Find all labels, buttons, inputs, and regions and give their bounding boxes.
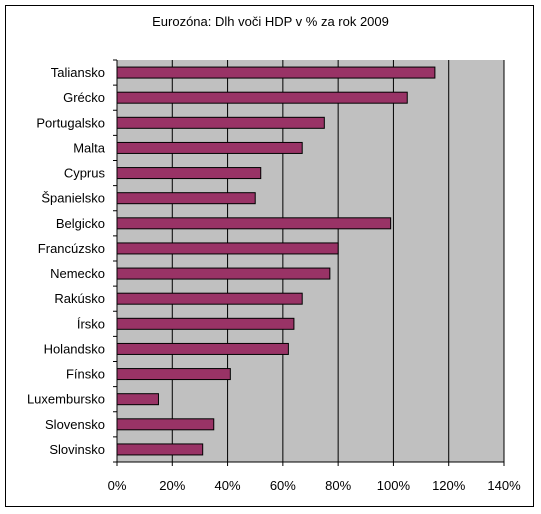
bar-rakúsko bbox=[116, 292, 303, 305]
chart-title: Eurozóna: Dlh voči HDP v % za rok 2009 bbox=[152, 14, 389, 29]
category-label: Cyprus bbox=[64, 166, 106, 181]
bar-cyprus bbox=[116, 167, 262, 180]
x-tick-label: 0% bbox=[108, 478, 127, 493]
bars bbox=[116, 66, 436, 456]
category-label: Taliansko bbox=[51, 65, 105, 80]
category-label: Holandsko bbox=[44, 341, 105, 356]
category-label: Slovinsko bbox=[49, 442, 105, 457]
bar-portugalsko bbox=[116, 116, 325, 129]
category-label: Belgicko bbox=[56, 216, 105, 231]
bar-španielsko bbox=[116, 192, 256, 205]
category-label: Írsko bbox=[77, 316, 105, 331]
bar-luxembursko bbox=[116, 393, 159, 406]
axes bbox=[113, 59, 505, 466]
category-label: Rakúsko bbox=[54, 291, 105, 306]
bar-francúzsko bbox=[116, 242, 339, 255]
bar-taliansko bbox=[116, 66, 436, 79]
category-labels: Taliansko Grécko Portugalsko Malta Cyprus Špa… bbox=[27, 65, 106, 457]
category-label: Fínsko bbox=[66, 367, 105, 382]
x-tick-label: 20% bbox=[159, 478, 185, 493]
category-label: Nemecko bbox=[50, 266, 105, 281]
x-tick-label: 120% bbox=[432, 478, 466, 493]
x-tick-label: 40% bbox=[215, 478, 241, 493]
category-label: Malta bbox=[73, 140, 106, 155]
x-tick-label: 140% bbox=[487, 478, 521, 493]
bar-slovensko bbox=[116, 418, 215, 431]
category-label: Portugalsko bbox=[36, 115, 105, 130]
x-tick-labels: 0% 20% 40% 60% 80% 100% 120% 140% bbox=[108, 478, 521, 493]
category-label: Slovensko bbox=[45, 417, 105, 432]
bar-malta bbox=[116, 141, 303, 154]
bar-fínsko bbox=[116, 368, 231, 381]
category-label: Španielsko bbox=[41, 191, 105, 206]
bar-nemecko bbox=[116, 267, 331, 280]
bar-írsko bbox=[116, 317, 295, 330]
category-label: Francúzsko bbox=[38, 241, 105, 256]
bar-belgicko bbox=[116, 217, 392, 230]
category-label: Grécko bbox=[63, 90, 105, 105]
bar-slovinsko bbox=[116, 443, 204, 456]
bar-holandsko bbox=[116, 342, 289, 355]
x-tick-label: 60% bbox=[270, 478, 296, 493]
bar-grécko bbox=[116, 91, 408, 104]
x-tick-label: 80% bbox=[325, 478, 351, 493]
category-label: Luxembursko bbox=[27, 392, 105, 407]
x-tick-label: 100% bbox=[377, 478, 411, 493]
